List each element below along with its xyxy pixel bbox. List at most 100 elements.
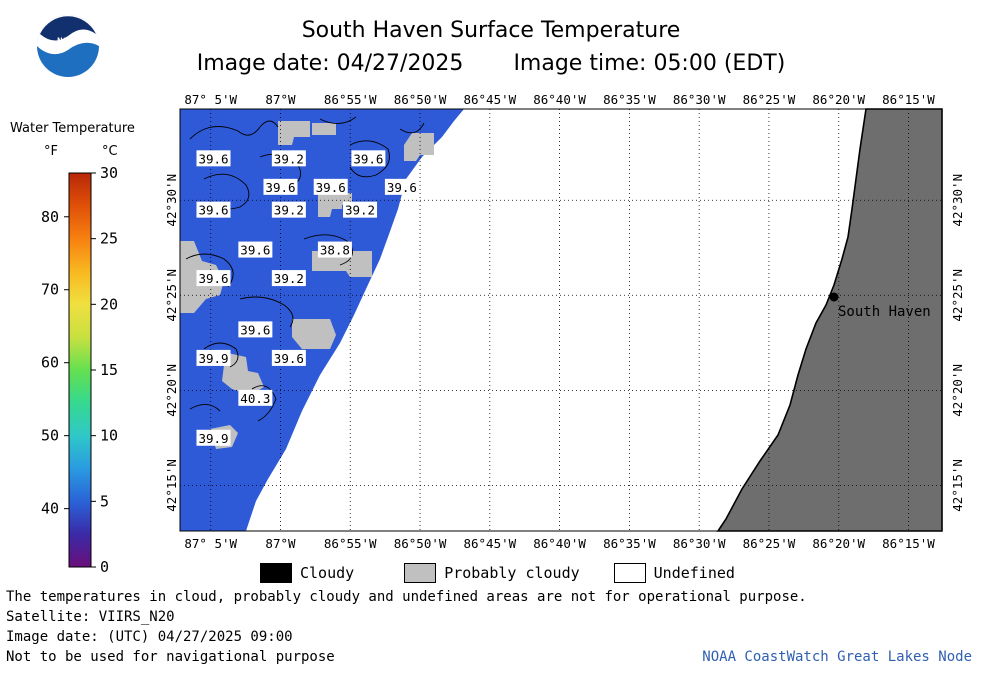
legend-unit-c: °C [102, 144, 118, 159]
lon-label-bottom: 86°45'W [463, 536, 516, 551]
temperature-label-text: 39.9 [198, 431, 228, 446]
lat-label-left: 42°25'N [164, 269, 179, 322]
map-border [179, 108, 943, 532]
lon-label-top: 86°25'W [743, 92, 796, 107]
legend-unit-f: °F [44, 144, 58, 159]
celsius-tick-label: 15 [100, 361, 118, 379]
key-label: Cloudy [300, 564, 355, 582]
key-swatch-probably-cloudy [404, 563, 437, 583]
fahrenheit-tick-label: 60 [41, 354, 59, 372]
temperature-label: 39.6 [238, 321, 273, 338]
lat-label-left: 42°15'N [164, 459, 179, 512]
lon-label-bottom: 86°40'W [533, 536, 586, 551]
lon-label-top: 86°15'W [882, 92, 935, 107]
disclaimer: The temperatures in cloud, probably clou… [6, 589, 807, 605]
key-label: Undefined [653, 564, 735, 582]
temperature-label: 39.6 [196, 150, 231, 167]
satellite-info: Satellite: VIIRS_N20 [6, 609, 175, 625]
fahrenheit-tick-label: 50 [41, 427, 59, 445]
credit: NOAA CoastWatch Great Lakes Node [702, 649, 972, 665]
temperature-label: 39.6 [271, 349, 306, 366]
lon-label-top: 86°50'W [394, 92, 447, 107]
temperature-label-text: 39.2 [274, 151, 304, 166]
temperature-label-text: 39.6 [387, 180, 417, 195]
temperature-label-text: 39.2 [274, 203, 304, 218]
lat-label-right: 42°30'N [950, 174, 965, 227]
temperature-label: 39.6 [238, 241, 273, 258]
temperature-label-box [317, 241, 352, 258]
place-label: South Haven [838, 304, 931, 320]
lon-label-top: 86°35'W [603, 92, 656, 107]
cloud-key: Cloudy Probably cloudy Undefined [260, 563, 769, 583]
celsius-tick-label: 25 [100, 230, 118, 248]
celsius-tick-label: 20 [100, 295, 118, 313]
temperature-label-text: 39.2 [274, 271, 304, 286]
temperature-label: 39.6 [263, 178, 298, 195]
temperature-label-box [271, 201, 306, 218]
lon-label-top: 86°30'W [673, 92, 726, 107]
lon-label-bottom: 87°W [265, 536, 296, 551]
key-swatch-undefined [613, 563, 646, 583]
temperature-label: 39.6 [351, 150, 386, 167]
temperature-label: 39.6 [196, 201, 231, 218]
temperature-label-box [271, 150, 306, 167]
lon-label-bottom: 87° 5'W [184, 536, 237, 551]
temperature-label-box [196, 349, 231, 366]
temperature-label: 39.9 [196, 349, 231, 366]
temperature-label-box [238, 241, 273, 258]
temperature-label-box [343, 201, 378, 218]
temperature-label: 39.6 [196, 270, 231, 287]
lon-label-top: 86°40'W [533, 92, 586, 107]
temperature-label-text: 39.6 [240, 322, 270, 337]
lon-label-bottom: 86°25'W [743, 536, 796, 551]
temperature-label-text: 40.3 [240, 391, 270, 406]
fahrenheit-tick-label: 80 [41, 208, 59, 226]
lon-label-bottom: 86°20'W [812, 536, 865, 551]
temperature-label-text: 39.6 [316, 180, 346, 195]
celsius-tick-label: 5 [100, 492, 109, 510]
temperature-label-text: 39.6 [240, 243, 270, 258]
temperature-label-text: 39.6 [274, 351, 304, 366]
key-swatch-cloudy [260, 563, 292, 583]
temperature-label-text: 39.6 [353, 151, 383, 166]
temperature-label-box [313, 178, 348, 195]
lat-label-right: 42°25'N [950, 269, 965, 322]
isotherm-contours [185, 116, 425, 422]
lon-label-bottom: 86°55'W [324, 536, 377, 551]
noaa-logo-text: NOAA [57, 37, 79, 47]
temperature-label: 39.6 [313, 178, 348, 195]
temperature-label: 38.8 [317, 241, 352, 258]
lon-label-bottom: 86°35'W [603, 536, 656, 551]
image-time: Image time: 05:00 (EDT) [513, 51, 786, 76]
lon-label-bottom: 86°30'W [673, 536, 726, 551]
celsius-tick-label: 30 [100, 164, 118, 182]
celsius-tick-label: 0 [100, 558, 109, 576]
temperature-label-box [384, 178, 419, 195]
temperature-label-box [196, 270, 231, 287]
temperature-label: 39.2 [343, 201, 378, 218]
lon-label-bottom: 86°15'W [882, 536, 935, 551]
temperature-label-box [196, 150, 231, 167]
celsius-tick-label: 10 [100, 427, 118, 445]
utc-date: Image date: (UTC) 04/27/2025 09:00 [6, 629, 293, 645]
temperature-label: 39.6 [384, 178, 419, 195]
lon-label-top: 87° 5'W [184, 92, 237, 107]
temperature-label-text: 39.6 [265, 180, 295, 195]
legend-title: Water Temperature [10, 121, 135, 136]
michigan-land [716, 108, 943, 532]
south-haven-marker [829, 292, 839, 302]
lat-label-left: 42°20'N [164, 364, 179, 417]
temperature-label-text: 39.2 [345, 203, 375, 218]
lon-label-bottom: 86°50'W [394, 536, 447, 551]
temperature-label-text: 39.9 [198, 351, 228, 366]
image-date: Image date: 04/27/2025 [196, 51, 464, 76]
temperature-label-box [196, 201, 231, 218]
temperature-label-box [238, 321, 273, 338]
temperature-label-box [196, 429, 231, 446]
temperature-label-text: 39.6 [198, 151, 228, 166]
lat-label-left: 42°30'N [164, 174, 179, 227]
temperature-label-box [351, 150, 386, 167]
